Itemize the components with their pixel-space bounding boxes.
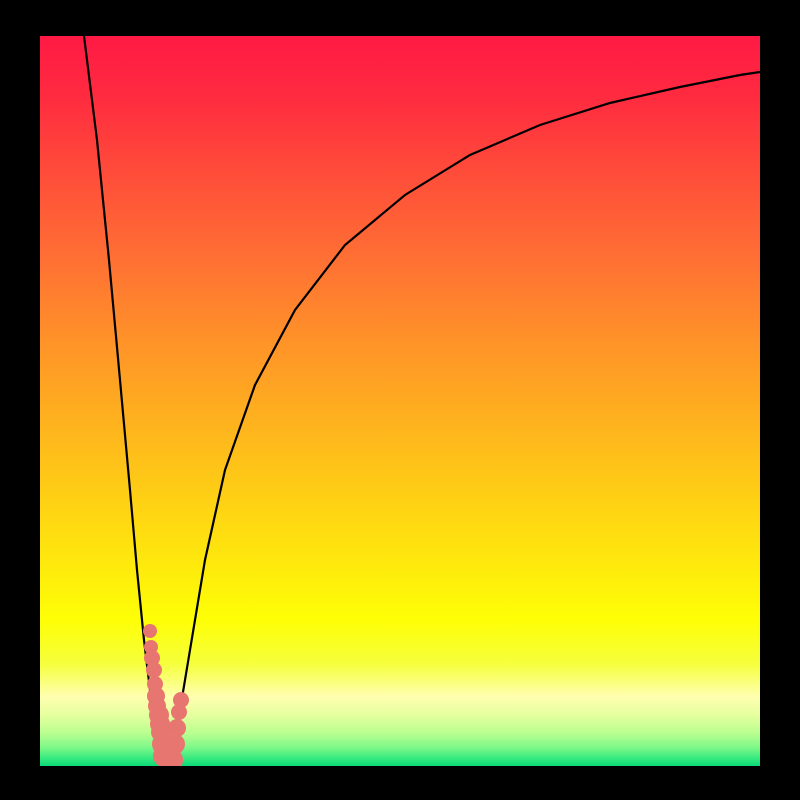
chart-container: TheBottleneck.com [0,0,800,800]
frame-border-right [760,0,800,800]
plot-background [40,36,760,766]
frame-border-left [0,0,40,800]
frame-border-top [0,0,800,36]
frame-border-bottom [0,766,800,800]
